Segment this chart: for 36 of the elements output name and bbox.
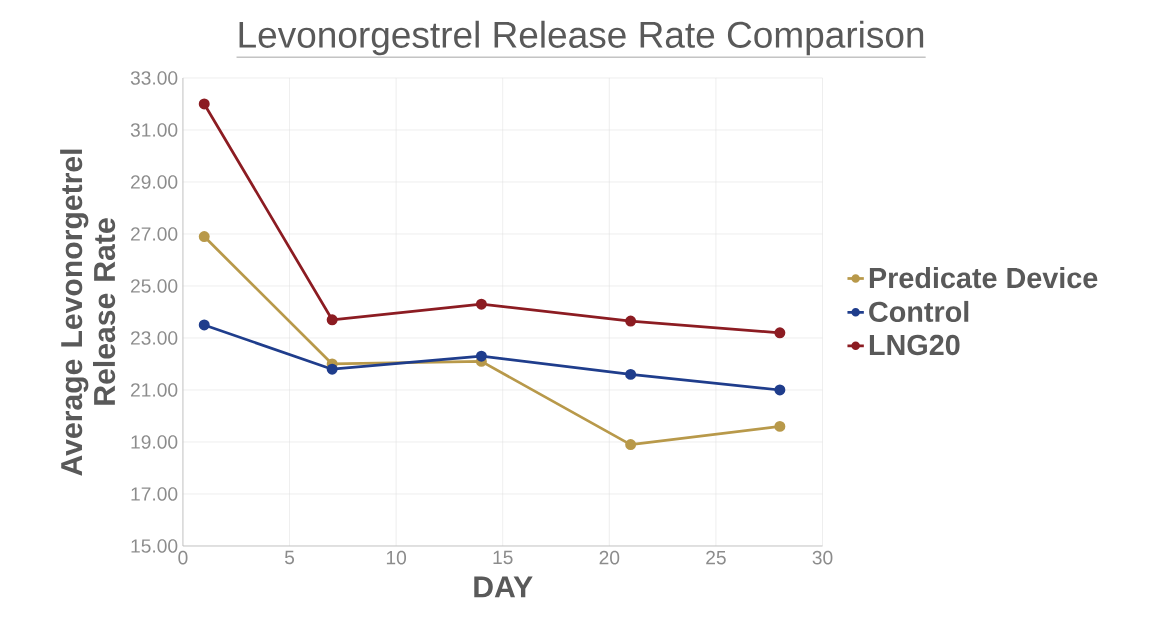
point	[326, 314, 338, 326]
point	[774, 327, 786, 339]
legend-label: Predicate Device	[869, 266, 1098, 289]
point	[198, 98, 210, 110]
legend-label: Control	[869, 300, 969, 322]
point	[475, 298, 487, 310]
y-tick-label: 17.00	[131, 487, 178, 501]
point	[475, 350, 487, 362]
y-tick-label: 21.00	[131, 383, 178, 397]
x-tick-label: 20	[599, 550, 620, 565]
y-tick-label: 27.00	[131, 227, 178, 241]
chart-title: Levonorgestrel Release Rate Comparison	[239, 20, 924, 56]
y-tick-label: 33.00	[130, 71, 178, 85]
y-tick-label: 19.00	[131, 435, 178, 449]
point	[198, 231, 210, 242]
y-tick-label: 15.00	[131, 539, 178, 553]
point	[326, 363, 338, 375]
point	[198, 319, 210, 331]
x-tick-label: 10	[386, 550, 407, 565]
y-tick-label: 29.00	[131, 175, 178, 189]
y-tick-label: 23.00	[131, 331, 178, 345]
x-axis-title: DAY	[474, 576, 533, 598]
x-tick-label: 0	[178, 550, 188, 565]
x-tick-label: 5	[284, 550, 295, 565]
legend-label: LNG20	[869, 334, 960, 356]
x-tick-label: 30	[812, 550, 833, 565]
x-tick-label: 15	[493, 550, 513, 565]
y-tick-label: 31.00	[130, 123, 178, 137]
y-tick-label: 25.00	[131, 279, 178, 293]
y-axis-title: Average Levonorgetrel Release Rate	[60, 149, 116, 476]
point	[774, 384, 786, 396]
point	[774, 420, 786, 432]
point	[625, 439, 637, 450]
x-tick-label: 25	[706, 550, 726, 565]
point	[625, 368, 637, 380]
point	[625, 315, 637, 327]
